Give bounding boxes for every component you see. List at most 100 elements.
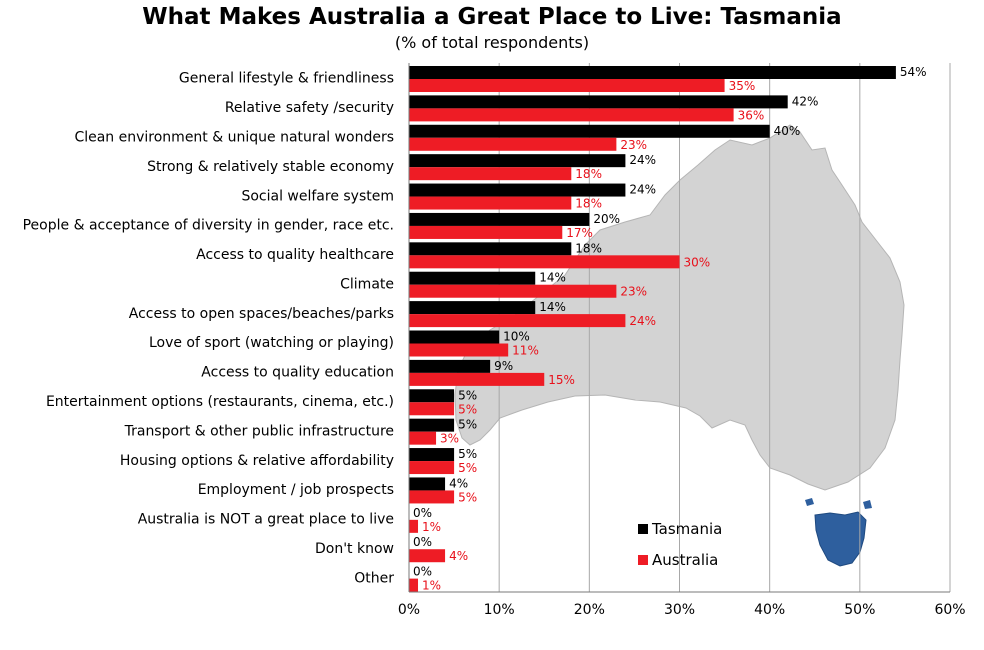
bar-tasmania <box>409 242 572 256</box>
x-tick-label: 10% <box>484 602 515 618</box>
data-label-australia: 4% <box>449 549 468 563</box>
chart-title: What Makes Australia a Great Place to Li… <box>142 4 842 30</box>
tasmania-shape <box>814 511 867 567</box>
legend-swatch-australia <box>638 555 648 565</box>
category-label: People & acceptance of diversity in gend… <box>23 218 394 234</box>
bar-australia <box>409 167 572 181</box>
data-label-tasmania: 24% <box>629 153 656 167</box>
bar-australia <box>409 108 734 122</box>
data-label-australia: 18% <box>575 197 602 211</box>
data-label-tasmania: 10% <box>503 330 530 344</box>
data-label-australia: 23% <box>620 138 647 152</box>
data-label-tasmania: 42% <box>792 94 819 108</box>
x-tick-label: 40% <box>754 602 785 618</box>
chart-subtitle: (% of total respondents) <box>394 33 590 52</box>
category-label: Transport & other public infrastructure <box>124 423 394 439</box>
bar-australia <box>409 284 617 298</box>
bar-tasmania <box>409 448 455 462</box>
value-labels: 54%35%42%36%40%23%24%18%24%18%20%17%18%3… <box>413 65 927 593</box>
data-label-tasmania: 5% <box>458 418 477 432</box>
bar-tasmania <box>409 271 536 285</box>
bar-australia <box>409 431 437 445</box>
x-axis: 0% 10% 20% 30% 40% 50% 60% <box>398 63 966 618</box>
data-label-australia: 15% <box>548 373 575 387</box>
category-label: Access to quality education <box>201 365 394 381</box>
data-label-australia: 23% <box>620 285 647 299</box>
gridlines <box>498 63 951 592</box>
category-label: Australia is NOT a great place to live <box>138 512 394 528</box>
data-label-australia: 1% <box>422 520 441 534</box>
category-label: Love of sport (watching or playing) <box>149 335 394 351</box>
bar-tasmania <box>409 95 788 109</box>
data-label-tasmania: 0% <box>413 535 432 549</box>
x-tick-label: 30% <box>664 602 695 618</box>
data-label-australia: 18% <box>575 167 602 181</box>
category-label: Entertainment options (restaurants, cine… <box>46 394 394 410</box>
category-label: Climate <box>340 276 394 292</box>
bar-australia <box>409 343 509 357</box>
bar-tasmania <box>409 154 626 168</box>
bar-australia <box>409 79 725 92</box>
bar-tasmania <box>409 301 536 315</box>
x-tick-label: 50% <box>844 602 875 618</box>
bar-australia <box>409 137 617 151</box>
x-tick-label: 20% <box>574 602 605 618</box>
legend-label-australia: Australia <box>652 551 718 569</box>
data-label-australia: 3% <box>440 432 459 446</box>
bar-tasmania <box>409 183 626 197</box>
data-label-australia: 35% <box>729 79 756 93</box>
bar-australia <box>409 225 563 239</box>
bar-australia <box>409 255 680 269</box>
bar-tasmania <box>409 330 500 344</box>
data-label-australia: 5% <box>458 461 477 475</box>
category-label: Social welfare system <box>241 188 394 204</box>
x-tick-label: 0% <box>398 602 420 618</box>
data-label-tasmania: 20% <box>593 212 620 226</box>
data-label-australia: 11% <box>512 344 539 358</box>
legend-swatch-tasmania <box>638 524 648 534</box>
data-label-australia: 1% <box>422 579 441 593</box>
data-label-tasmania: 54% <box>900 65 927 79</box>
bar-tasmania <box>409 359 491 373</box>
bar-australia <box>409 402 455 416</box>
bar-australia <box>409 314 626 328</box>
x-tick-label: 60% <box>934 602 965 618</box>
data-label-australia: 17% <box>566 226 593 240</box>
data-label-australia: 36% <box>738 108 765 122</box>
data-label-tasmania: 5% <box>458 388 477 402</box>
category-label: Clean environment & unique natural wonde… <box>74 129 394 145</box>
category-labels: General lifestyle & friendliness Relative… <box>23 71 395 587</box>
bar-tasmania <box>409 389 455 403</box>
data-label-tasmania: 24% <box>629 183 656 197</box>
data-label-tasmania: 18% <box>575 241 602 255</box>
category-label: Housing options & relative affordability <box>120 453 394 469</box>
data-label-tasmania: 14% <box>539 300 566 314</box>
bar-australia <box>409 578 419 592</box>
tasmania-island-detail <box>805 498 814 506</box>
bar-australia <box>409 519 419 533</box>
bar-tasmania <box>409 124 770 138</box>
bar-australia <box>409 490 455 504</box>
data-label-tasmania: 0% <box>413 565 432 579</box>
data-label-tasmania: 0% <box>413 506 432 520</box>
bar-tasmania <box>409 66 896 79</box>
legend-label-tasmania: Tasmania <box>651 520 722 538</box>
data-label-tasmania: 9% <box>494 359 513 373</box>
category-label: Employment / job prospects <box>198 482 394 498</box>
bar-australia <box>409 196 572 210</box>
legend: Tasmania Australia <box>638 520 722 569</box>
category-label: Other <box>354 570 394 586</box>
data-label-tasmania: 40% <box>774 124 801 138</box>
bar-australia <box>409 372 545 386</box>
bar-tasmania <box>409 477 446 491</box>
category-label: General lifestyle & friendliness <box>179 71 394 87</box>
tasmania-island-detail <box>863 500 872 509</box>
data-label-tasmania: 5% <box>458 447 477 461</box>
data-label-australia: 5% <box>458 402 477 416</box>
bars <box>409 66 896 592</box>
bar-australia <box>409 549 446 563</box>
category-label: Don't know <box>315 541 394 557</box>
data-label-australia: 24% <box>629 314 656 328</box>
data-label-tasmania: 14% <box>539 271 566 285</box>
